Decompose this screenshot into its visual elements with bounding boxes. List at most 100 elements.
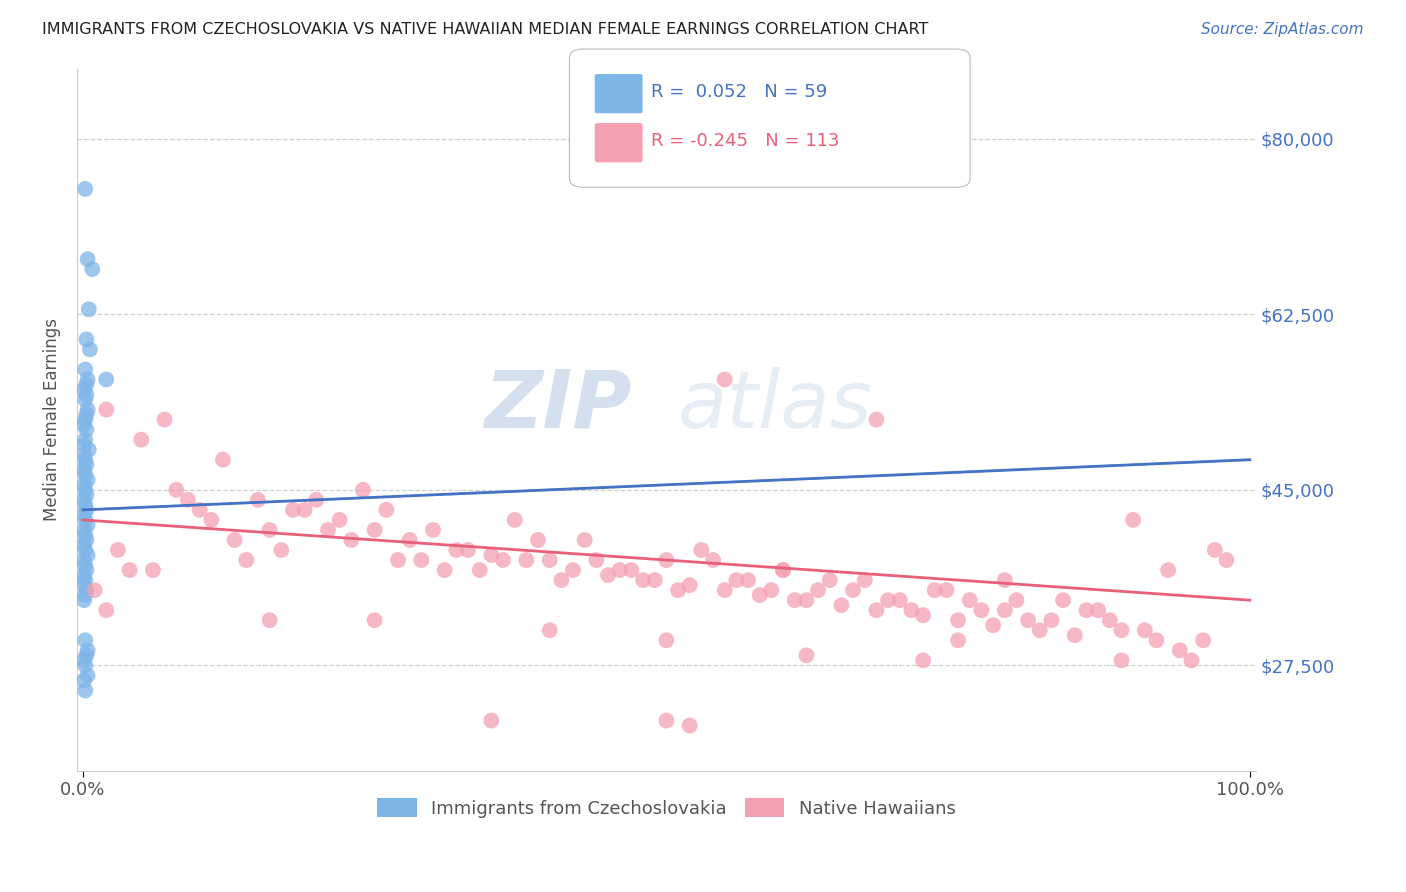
Point	[75, 433, 97, 447]
Point	[411, 553, 433, 567]
Point	[75, 503, 97, 517]
Point	[73, 492, 96, 507]
Point	[446, 543, 468, 558]
Point	[75, 387, 97, 401]
Point	[842, 583, 865, 598]
Point	[387, 553, 409, 567]
Point	[900, 603, 922, 617]
Point	[73, 478, 96, 492]
Point	[1180, 653, 1202, 667]
Point	[981, 618, 1004, 632]
Point	[877, 593, 900, 607]
Point	[946, 633, 969, 648]
Point	[666, 583, 689, 598]
Point	[457, 543, 479, 558]
Point	[177, 492, 200, 507]
Point	[562, 563, 585, 577]
Point	[76, 473, 98, 487]
Point	[655, 633, 678, 648]
Point	[75, 483, 97, 497]
Point	[200, 513, 222, 527]
Point	[1087, 603, 1109, 617]
Point	[96, 372, 118, 386]
Point	[75, 513, 97, 527]
Point	[73, 523, 96, 537]
Point	[75, 533, 97, 547]
Point	[75, 452, 97, 467]
Point	[259, 613, 281, 627]
Point	[538, 624, 561, 638]
Point	[994, 573, 1017, 587]
Point	[574, 533, 596, 547]
Point	[83, 583, 105, 598]
Point	[75, 332, 97, 346]
Point	[76, 668, 98, 682]
Point	[73, 653, 96, 667]
Point	[75, 658, 97, 673]
Point	[75, 412, 97, 426]
Text: atlas: atlas	[678, 367, 873, 444]
Point	[620, 563, 643, 577]
Point	[807, 583, 830, 598]
Point	[107, 543, 129, 558]
Point	[188, 503, 211, 517]
Legend: Immigrants from Czechoslovakia, Native Hawaiians: Immigrants from Czechoslovakia, Native H…	[370, 791, 963, 825]
Point	[118, 563, 141, 577]
Point	[1040, 613, 1063, 627]
Point	[1204, 543, 1226, 558]
Point	[1157, 563, 1180, 577]
Point	[1168, 643, 1191, 657]
Point	[1146, 633, 1168, 648]
Point	[75, 558, 97, 572]
Point	[96, 402, 118, 417]
Point	[75, 498, 97, 512]
Point	[340, 533, 363, 547]
Point	[865, 412, 887, 426]
Point	[73, 508, 96, 522]
Point	[75, 182, 97, 196]
Text: R =  0.052   N = 59: R = 0.052 N = 59	[651, 83, 827, 101]
Point	[73, 417, 96, 432]
Point	[479, 548, 502, 562]
Point	[75, 467, 97, 482]
Point	[679, 578, 702, 592]
Point	[422, 523, 444, 537]
Point	[75, 543, 97, 558]
Point	[1052, 593, 1074, 607]
Point	[75, 458, 97, 472]
Point	[398, 533, 420, 547]
Point	[609, 563, 631, 577]
Point	[1111, 653, 1133, 667]
Point	[1076, 603, 1098, 617]
Point	[75, 633, 97, 648]
Point	[363, 613, 385, 627]
Point	[73, 383, 96, 397]
Point	[865, 603, 887, 617]
Point	[75, 377, 97, 392]
Point	[1215, 553, 1237, 567]
Point	[830, 598, 852, 612]
Point	[224, 533, 246, 547]
Point	[73, 438, 96, 452]
Point	[468, 563, 491, 577]
Point	[596, 568, 619, 582]
Point	[1098, 613, 1121, 627]
Point	[796, 593, 818, 607]
Point	[235, 553, 257, 567]
Text: ZIP: ZIP	[484, 367, 631, 444]
Point	[1017, 613, 1039, 627]
Point	[644, 573, 666, 587]
Point	[550, 573, 572, 587]
Text: R = -0.245   N = 113: R = -0.245 N = 113	[651, 132, 839, 150]
Point	[772, 563, 794, 577]
Point	[75, 683, 97, 698]
Point	[82, 262, 104, 277]
Point	[75, 362, 97, 376]
Point	[631, 573, 654, 587]
Point	[479, 714, 502, 728]
Point	[713, 583, 735, 598]
Point	[959, 593, 981, 607]
Point	[1192, 633, 1215, 648]
Point	[946, 613, 969, 627]
Point	[76, 643, 98, 657]
